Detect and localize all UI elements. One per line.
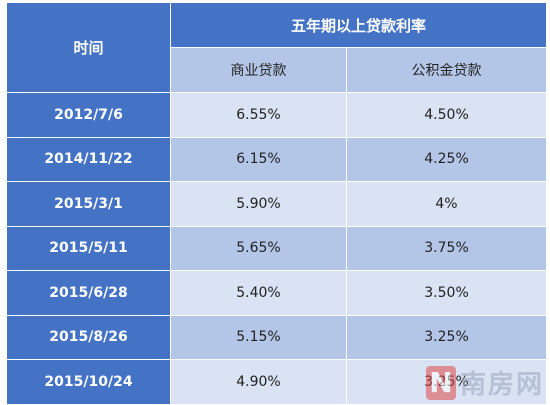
row-commercial-rate: 4.90% xyxy=(170,359,347,405)
row-commercial-rate: 6.55% xyxy=(170,92,347,138)
table-row: 2015/8/26 5.15% 3.25% xyxy=(6,314,548,360)
row-date: 2012/7/6 xyxy=(6,92,171,138)
header-commercial-loan: 商业贷款 xyxy=(170,47,347,93)
loan-rate-table: 时间 五年期以上贷款利率 商业贷款 公积金贷款 2012/7/6 6.55% 4… xyxy=(6,2,548,405)
header-rate-group: 五年期以上贷款利率 xyxy=(169,2,548,48)
watermark-text: 南房网 xyxy=(459,370,544,400)
table-row: 2014/11/22 6.15% 4.25% xyxy=(6,136,548,182)
row-provident-rate: 3.75% xyxy=(345,225,548,271)
row-commercial-rate: 5.40% xyxy=(170,270,347,316)
row-date: 2014/11/22 xyxy=(6,136,171,182)
site-watermark: N 南房网 xyxy=(425,364,544,401)
row-commercial-rate: 6.15% xyxy=(170,136,347,182)
row-date: 2015/10/24 xyxy=(6,359,171,405)
table-row: 2012/7/6 6.55% 4.50% xyxy=(6,92,548,138)
row-provident-rate: 4% xyxy=(345,181,548,227)
row-date: 2015/5/11 xyxy=(6,225,171,271)
row-provident-rate: 3.50% xyxy=(345,270,548,316)
row-date: 2015/3/1 xyxy=(6,181,171,227)
table-row: 2015/10/24 4.90% 3.25% xyxy=(6,359,548,405)
watermark-logo-icon: N xyxy=(425,365,456,400)
header-provident-fund-loan: 公积金贷款 xyxy=(345,47,548,93)
row-date: 2015/8/26 xyxy=(6,314,171,360)
header-time: 时间 xyxy=(6,2,171,93)
row-commercial-rate: 5.15% xyxy=(170,314,347,360)
table-row: 2015/6/28 5.40% 3.50% xyxy=(6,270,548,316)
row-date: 2015/6/28 xyxy=(6,270,171,316)
row-commercial-rate: 5.65% xyxy=(170,225,347,271)
row-commercial-rate: 5.90% xyxy=(170,181,347,227)
table-row: 2015/3/1 5.90% 4% xyxy=(6,181,548,227)
row-provident-rate: 3.25% xyxy=(345,314,548,360)
row-provident-rate: 4.50% xyxy=(345,92,548,138)
row-provident-rate: 4.25% xyxy=(345,136,548,182)
table-row: 2015/5/11 5.65% 3.75% xyxy=(6,225,548,271)
